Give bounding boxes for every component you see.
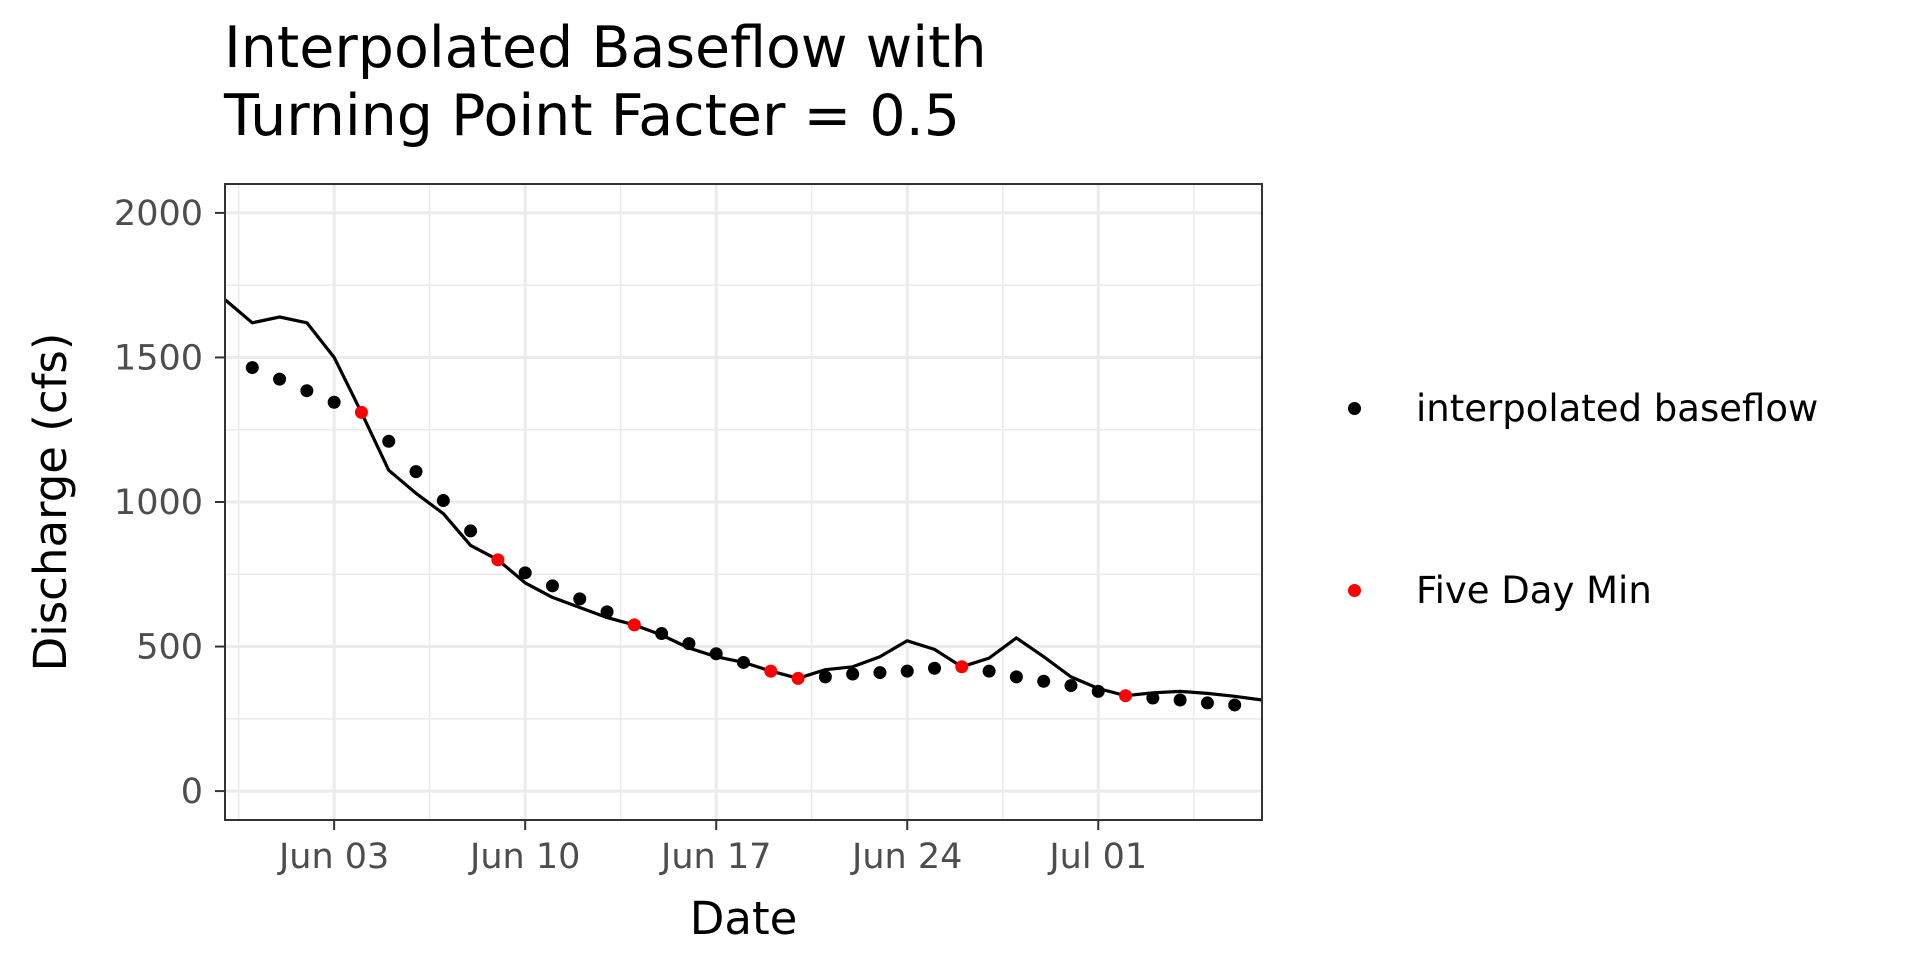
legend-label-interpolated-baseflow: interpolated baseflow	[1416, 386, 1819, 430]
interpolated-baseflow-point	[655, 627, 669, 641]
x-tick-label: Jun 10	[468, 837, 580, 877]
interpolated-baseflow-point	[600, 605, 614, 619]
chart-title-line-1: Interpolated Baseflow with	[224, 15, 987, 81]
x-tick-label: Jun 03	[277, 837, 389, 877]
x-tick-label: Jun 17	[659, 837, 771, 877]
interpolated-baseflow-point	[545, 579, 559, 593]
interpolated-baseflow-point	[928, 661, 942, 675]
x-tick-label: Jun 24	[850, 837, 962, 877]
interpolated-baseflow-point	[1173, 693, 1187, 707]
interpolated-baseflow-point	[327, 395, 341, 409]
five-day-min-point	[627, 618, 641, 632]
legend-dot-icon	[1347, 401, 1361, 415]
y-tick-label: 2000	[114, 194, 203, 234]
legend: interpolated baseflow Five Day Min	[1330, 380, 1818, 618]
chart-title: Interpolated Baseflow with Turning Point…	[224, 14, 987, 150]
interpolated-baseflow-point	[436, 494, 450, 508]
interpolated-baseflow-point	[409, 465, 423, 479]
interpolated-baseflow-point	[573, 592, 587, 606]
legend-label-five-day-min: Five Day Min	[1416, 568, 1652, 612]
legend-item-interpolated-baseflow: interpolated baseflow	[1330, 380, 1818, 436]
interpolated-baseflow-point	[518, 566, 532, 580]
five-day-min-point	[491, 553, 505, 567]
legend-dot-icon	[1347, 583, 1361, 597]
y-tick-label: 1000	[114, 483, 203, 523]
interpolated-baseflow-point	[682, 637, 696, 651]
interpolated-baseflow-point	[273, 372, 287, 386]
interpolated-baseflow-point	[464, 524, 478, 538]
interpolated-baseflow-point	[1064, 679, 1078, 693]
interpolated-baseflow-point	[1146, 691, 1160, 705]
legend-key-interpolated-baseflow	[1330, 401, 1378, 415]
y-axis: 0 500 1000 1500 2000	[114, 194, 225, 812]
legend-key-five-day-min	[1330, 583, 1378, 597]
interpolated-baseflow-point	[1009, 670, 1023, 684]
interpolated-baseflow-point	[900, 664, 914, 678]
interpolated-baseflow-point	[1228, 698, 1242, 712]
interpolated-baseflow-point	[873, 666, 887, 680]
legend-item-five-day-min: Five Day Min	[1330, 562, 1818, 618]
interpolated-baseflow-point	[245, 361, 259, 375]
five-day-min-point	[955, 660, 969, 674]
interpolated-baseflow-point	[982, 664, 996, 678]
y-tick-label: 0	[181, 772, 203, 812]
x-tick-label: Jul 01	[1047, 837, 1147, 877]
interpolated-baseflow-point	[818, 670, 832, 684]
interpolated-baseflow-point	[300, 384, 314, 398]
five-day-min-point	[764, 664, 778, 678]
interpolated-baseflow-point	[846, 667, 860, 681]
chart-title-line-2: Turning Point Facter = 0.5	[224, 83, 961, 149]
five-day-min-point	[1119, 689, 1133, 703]
x-axis-title: Date	[690, 892, 798, 945]
interpolated-baseflow-point	[382, 434, 396, 448]
five-day-min-point	[354, 405, 368, 419]
y-tick-label: 500	[136, 628, 203, 668]
y-axis-title: Discharge (cfs)	[24, 333, 77, 672]
interpolated-baseflow-point	[737, 655, 750, 669]
x-axis: Jun 03 Jun 10 Jun 17 Jun 24 Jul 01	[277, 820, 1147, 877]
interpolated-baseflow-point	[1091, 684, 1105, 698]
y-tick-label: 1500	[114, 338, 203, 378]
five-day-min-point	[791, 671, 805, 685]
discharge-line	[223, 298, 1263, 702]
series-layer	[223, 298, 1263, 712]
interpolated-baseflow-point	[1037, 674, 1051, 688]
interpolated-baseflow-point	[1200, 696, 1214, 710]
grid-major	[225, 184, 1262, 820]
interpolated-baseflow-point	[709, 647, 723, 661]
